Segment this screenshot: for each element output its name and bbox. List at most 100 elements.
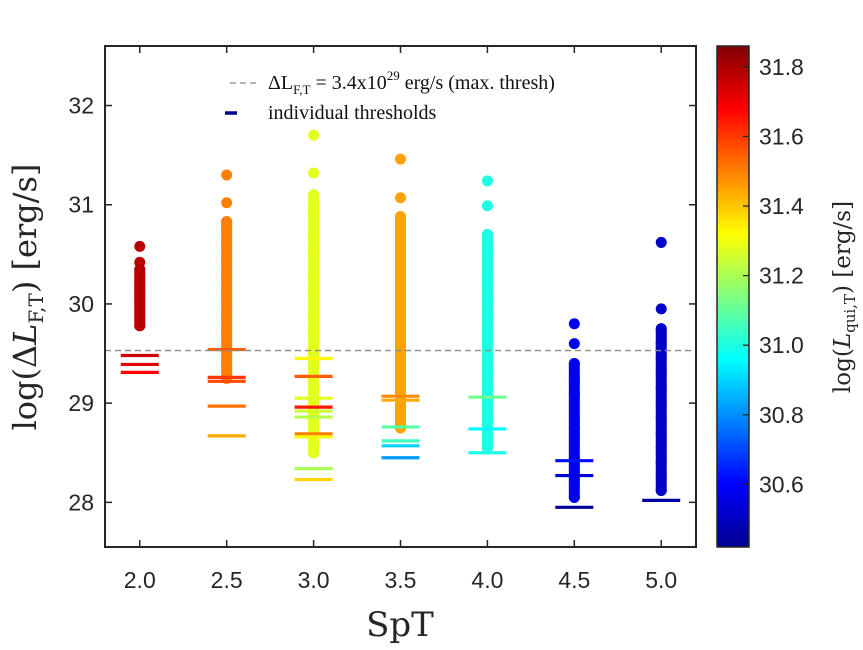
data-point [395,268,406,280]
data-point [221,224,233,236]
legend-threshold-label: individual thresholds [268,102,437,124]
x-tick-label: 2.5 [211,567,243,593]
data-point [481,228,493,240]
data-point [655,236,667,248]
data-point [568,338,580,350]
thresholds-layer [120,347,681,509]
colorbar [716,45,750,548]
legend-dashed-unit: erg/s (max. thresh) [400,72,555,94]
data-point [568,402,580,414]
data-point [134,256,146,268]
data-point [655,353,667,365]
data-point [481,323,493,335]
colorbar-ticks: 30.6 30.8 31.0 31.2 31.4 31.6 31.8 [743,54,804,497]
data-point [568,318,580,330]
y-tick-label: 32 [68,93,94,119]
data-point [655,367,667,379]
data-point [308,268,320,280]
data-point [221,283,233,295]
data-point [221,328,233,340]
y-tick-label: 28 [68,489,94,515]
data-point [568,372,580,384]
legend: ΔLF,T = 3.4x1029 erg/s (max. thresh) ind… [225,68,555,124]
data-point [221,238,233,250]
data-point [655,338,667,350]
colorbar-tick-label: 31.2 [759,263,804,289]
data-point [395,283,406,295]
data-point [308,288,320,300]
data-point [221,253,233,265]
colorbar-label: log(Lqui,T) [erg/s] [830,201,859,393]
data-point [395,328,406,340]
data-point [655,303,667,315]
x-axis-label: SpT [366,605,434,645]
data-point [221,169,233,181]
data-point [134,320,146,332]
data-point [481,367,493,379]
colorbar-tick-label: 30.6 [759,471,804,497]
y-tick-label: 29 [68,390,94,416]
legend-dashed-exp: 29 [387,68,400,83]
legend-dashed-prefix: ΔL [268,72,293,94]
data-point [655,484,667,496]
x-tick-label: 4.0 [471,567,503,593]
points-layer [134,129,667,503]
colorbar-tick-label: 31.0 [759,332,804,358]
data-point [481,382,493,394]
data-point [308,328,320,340]
data-point [568,442,580,454]
data-point [481,353,493,365]
data-point [395,313,406,325]
data-point [395,357,406,369]
data-point [481,412,493,424]
data-point [308,248,320,260]
data-point [395,253,406,265]
data-point [655,323,667,335]
y-tick-label: 31 [68,192,94,218]
data-point [481,442,493,454]
data-point [308,189,320,201]
y-axis: 28 29 30 31 32 [68,93,696,515]
data-point [655,427,667,439]
data-point [395,192,406,204]
svg-text:log(ΔLF,T) [erg/s]: log(ΔLF,T) [erg/s] [6,164,48,431]
data-point [655,382,667,394]
data-point [568,412,580,424]
data-point [134,308,146,320]
data-point [655,457,667,469]
data-point [395,238,406,250]
data-point [395,211,406,223]
y-axis-label: log(ΔLF,T) [erg/s] [6,164,48,431]
data-point [395,298,406,310]
data-point [221,197,233,209]
data-point [568,422,580,434]
data-point [481,200,493,212]
data-point [481,308,493,320]
data-point [568,481,580,493]
data-point [308,308,320,320]
x-axis: 2.0 2.5 3.0 3.5 4.0 4.5 5.0 [124,46,677,593]
data-point [481,293,493,305]
legend-dashed-mid: = 3.4x10 [310,72,386,94]
svg-text:log(Lqui,T) [erg/s]: log(Lqui,T) [erg/s] [830,201,859,393]
x-tick-label: 5.0 [645,567,677,593]
x-tick-label: 3.0 [298,567,330,593]
x-tick-label: 3.5 [385,567,417,593]
data-point [221,268,233,280]
data-point [481,248,493,260]
data-point [655,412,667,424]
colorbar-tick-label: 31.4 [759,193,804,219]
data-point [481,175,493,187]
x-tick-label: 2.0 [124,567,156,593]
data-point [568,491,580,503]
data-point [134,298,146,310]
data-point [568,357,580,369]
data-point [395,343,406,355]
data-point [395,224,406,236]
data-point [395,153,406,165]
data-point [221,313,233,325]
data-point [134,240,146,252]
x-tick-label: 4.5 [558,567,590,593]
data-point [395,407,406,419]
y-tick-label: 30 [68,291,94,317]
